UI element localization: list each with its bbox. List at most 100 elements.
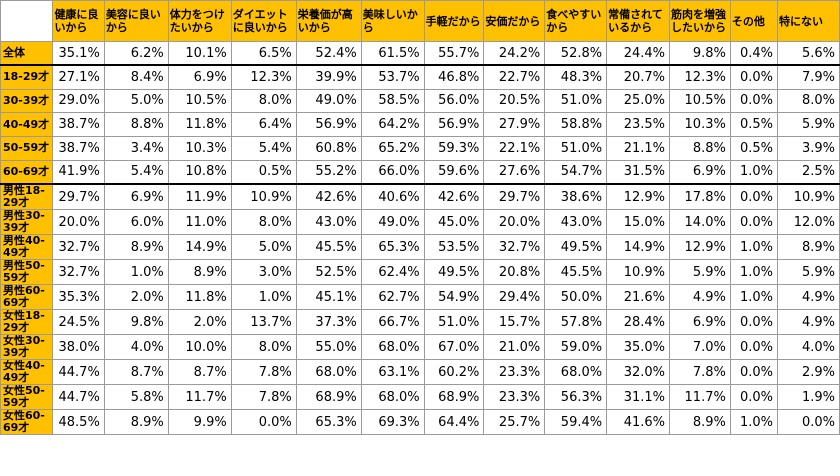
- value-cell: 1.0%: [729, 409, 779, 435]
- column-header: 筋肉を増強したいから: [669, 0, 731, 42]
- value-cell: 24.5%: [52, 309, 105, 335]
- column-header: 栄養価が高いから: [295, 0, 362, 42]
- value-cell: 24.2%: [483, 41, 546, 67]
- value-cell: 12.9%: [669, 234, 731, 260]
- value-cell: 15.7%: [483, 309, 546, 335]
- value-cell: 10.8%: [167, 159, 232, 185]
- value-cell: 22.1%: [483, 136, 546, 161]
- value-cell: 5.4%: [103, 159, 169, 185]
- column-header: 手軽だから: [423, 0, 485, 42]
- value-cell: 59.0%: [544, 334, 608, 360]
- value-cell: 44.7%: [52, 384, 105, 410]
- value-cell: 45.5%: [295, 234, 362, 260]
- value-cell: 68.0%: [544, 359, 608, 385]
- value-cell: 10.1%: [167, 41, 232, 67]
- value-cell: 0.0%: [729, 334, 779, 360]
- value-cell: 68.9%: [295, 384, 362, 410]
- column-header: 常備されているから: [606, 0, 671, 42]
- value-cell: 12.3%: [669, 64, 731, 90]
- header-row: 健康に良いから 美容に良いから 体力をつけたいから ダイエットに良いから 栄養価が高いか…: [0, 0, 840, 42]
- value-cell: 10.9%: [230, 183, 297, 210]
- value-cell: 4.9%: [777, 309, 840, 335]
- row-label: 男性40-49才: [0, 234, 54, 260]
- value-cell: 5.0%: [230, 234, 297, 260]
- value-cell: 51.0%: [544, 136, 608, 161]
- row-label: 60-69才: [0, 159, 54, 185]
- table-row: 60-69才 41.9% 5.4% 10.8% 0.5% 55.2% 66.0% 59.6% 2…: [0, 159, 840, 185]
- value-cell: 31.5%: [606, 159, 671, 185]
- value-cell: 45.5%: [544, 259, 608, 285]
- value-cell: 0.0%: [729, 359, 779, 385]
- row-label: 50-59才: [0, 136, 54, 161]
- value-cell: 1.0%: [103, 259, 169, 285]
- value-cell: 39.9%: [295, 64, 362, 90]
- row-label: 女性18-29才: [0, 309, 54, 335]
- value-cell: 0.0%: [230, 409, 297, 435]
- value-cell: 0.5%: [729, 112, 779, 137]
- value-cell: 5.9%: [777, 259, 840, 285]
- value-cell: 9.8%: [103, 309, 169, 335]
- table-row: 男性60-69才 35.3% 2.0% 11.8% 1.0% 45.1% 62.7% 54.9…: [0, 284, 840, 310]
- row-label: 30-39才: [0, 88, 54, 114]
- value-cell: 38.7%: [52, 112, 105, 137]
- value-cell: 17.8%: [669, 183, 731, 210]
- value-cell: 8.9%: [669, 409, 731, 435]
- value-cell: 0.0%: [729, 309, 779, 335]
- value-cell: 20.5%: [483, 88, 546, 114]
- value-cell: 48.3%: [544, 64, 608, 90]
- value-cell: 51.0%: [423, 309, 485, 335]
- value-cell: 45.1%: [295, 284, 362, 310]
- value-cell: 56.9%: [295, 112, 362, 137]
- column-header: その他: [729, 0, 779, 42]
- value-cell: 0.0%: [729, 209, 779, 235]
- value-cell: 38.6%: [544, 183, 608, 210]
- value-cell: 2.0%: [103, 284, 169, 310]
- value-cell: 11.0%: [167, 209, 232, 235]
- value-cell: 65.3%: [295, 409, 362, 435]
- value-cell: 4.9%: [777, 284, 840, 310]
- value-cell: 67.0%: [423, 334, 485, 360]
- value-cell: 65.3%: [360, 234, 425, 260]
- value-cell: 56.0%: [423, 88, 485, 114]
- column-header: 体力をつけたいから: [167, 0, 232, 42]
- value-cell: 1.0%: [729, 284, 779, 310]
- value-cell: 10.9%: [777, 183, 840, 210]
- value-cell: 23.3%: [483, 359, 546, 385]
- value-cell: 24.4%: [606, 41, 671, 67]
- value-cell: 41.6%: [606, 409, 671, 435]
- value-cell: 10.3%: [167, 136, 232, 161]
- value-cell: 5.6%: [777, 41, 840, 67]
- value-cell: 1.0%: [230, 284, 297, 310]
- value-cell: 59.3%: [423, 136, 485, 161]
- value-cell: 4.9%: [669, 284, 731, 310]
- value-cell: 23.3%: [483, 384, 546, 410]
- value-cell: 10.3%: [669, 112, 731, 137]
- value-cell: 35.1%: [52, 41, 105, 67]
- value-cell: 6.5%: [230, 41, 297, 67]
- table-row: 女性30-39才 38.0% 4.0% 10.0% 8.0% 55.0% 68.0% 67.0…: [0, 334, 840, 360]
- value-cell: 14.9%: [167, 234, 232, 260]
- row-label: 女性60-69才: [0, 409, 54, 435]
- value-cell: 58.8%: [544, 112, 608, 137]
- value-cell: 8.9%: [777, 234, 840, 260]
- value-cell: 22.7%: [483, 64, 546, 90]
- table-row: 50-59才 38.7% 3.4% 10.3% 5.4% 60.8% 65.2% 59.3% 2…: [0, 136, 840, 161]
- value-cell: 68.0%: [360, 334, 425, 360]
- value-cell: 0.0%: [729, 384, 779, 410]
- row-label: 女性40-49才: [0, 359, 54, 385]
- column-header: 健康に良いから: [52, 0, 105, 42]
- value-cell: 58.5%: [360, 88, 425, 114]
- value-cell: 10.5%: [167, 88, 232, 114]
- table-row: 女性60-69才 48.5% 8.9% 9.9% 0.0% 65.3% 69.3% 64.4%…: [0, 409, 840, 435]
- column-header: 美容に良いから: [103, 0, 169, 42]
- value-cell: 7.0%: [669, 334, 731, 360]
- row-label: 男性60-69才: [0, 284, 54, 310]
- value-cell: 12.0%: [777, 209, 840, 235]
- value-cell: 66.7%: [360, 309, 425, 335]
- value-cell: 8.8%: [103, 112, 169, 137]
- value-cell: 3.0%: [230, 259, 297, 285]
- value-cell: 55.0%: [295, 334, 362, 360]
- value-cell: 27.6%: [483, 159, 546, 185]
- row-label: 女性30-39才: [0, 334, 54, 360]
- value-cell: 4.0%: [777, 334, 840, 360]
